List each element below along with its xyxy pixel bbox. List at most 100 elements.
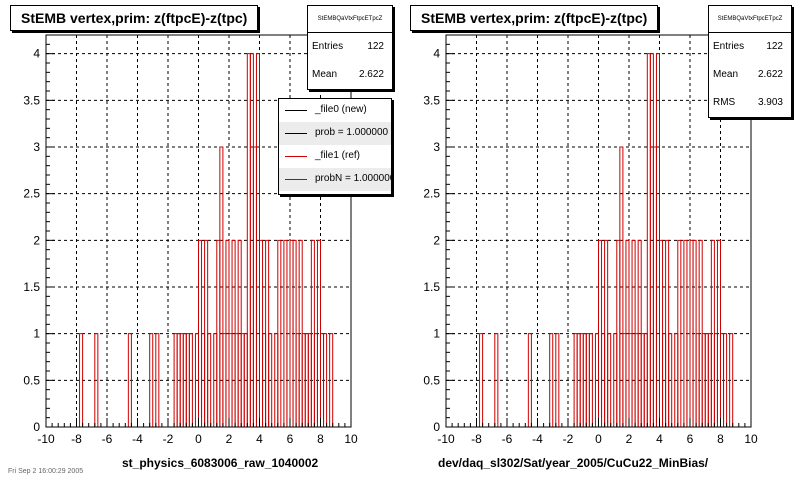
left-series0-bin-25 [219, 146, 224, 427]
legend-label-file1: _file1 (ref) [315, 150, 361, 161]
right-stats-mean-value: 2.622 [757, 69, 783, 80]
left-series0-bin-8 [155, 333, 160, 427]
left-x-tick-label-1: -8 [71, 432, 82, 446]
left-y-tick-label-0: 0 [33, 420, 40, 434]
left-x-tick-label-8: 6 [287, 432, 294, 446]
right-x-tick-label-5: 0 [595, 432, 602, 446]
footer-timestamp: Fri Sep 2 16:00:29 2005 [8, 468, 84, 475]
right-series0-bin-25 [619, 146, 624, 427]
left-x-tick-label-3: -4 [132, 432, 143, 446]
left-series0-bin-2 [94, 333, 99, 427]
right-histogram-plot: -10 -8 -6 -4 -2 0 2 4 6 8 10 0 0.5 1 1.5 2 2.5 3 3.5 4 [423, 34, 758, 446]
right-y-tick-label-3: 1.5 [423, 280, 440, 294]
right-stats-mean-row: Mean 2.622 [709, 61, 791, 89]
left-stats-box: StEMBQaVtxFtpcETpcZ Entries 122 Mean 2.6… [307, 5, 393, 90]
legend-label-prob: prob = 1.000000 [315, 127, 389, 138]
left-y-tick-label-3: 1.5 [23, 280, 40, 294]
right-y-tick-label-4: 2 [433, 233, 440, 247]
left-histogram-plot: -10 -8 -6 -4 -2 0 2 4 6 8 10 0 0.5 1 1.5 2 2.5 3 3.5 4 [23, 34, 358, 446]
left-y-tick-label-7: 3.5 [23, 93, 40, 107]
left-y-tick-label-2: 1 [33, 327, 40, 341]
left-stats-mean-row: Mean 2.622 [308, 61, 392, 89]
right-plot-title: StEMB vertex,prim: z(ftpcE)-z(tpc) [410, 5, 659, 31]
right-series0-bin-8 [555, 333, 560, 427]
right-series0-bin-41 [668, 333, 673, 427]
right-series0-bin-2 [494, 333, 499, 427]
right-x-tick-label-10: 10 [744, 432, 758, 446]
right-stats-rms-label: RMS [713, 97, 736, 108]
right-y-tick-label-7: 3.5 [423, 93, 440, 107]
legend-line-probn [285, 179, 307, 180]
left-x-axis-title: st_physics_6083006_raw_1040002 [122, 456, 319, 470]
right-x-tick-label-1: -8 [471, 432, 482, 446]
right-series0-bin-21 [607, 333, 612, 427]
right-y-tick-label-5: 2.5 [423, 187, 440, 201]
left-series0-bin-15 [188, 333, 193, 427]
legend-line-file0 [285, 110, 307, 111]
left-stats-entries-value: 122 [367, 41, 384, 52]
right-series0-bin-0 [479, 333, 484, 427]
left-series0-bin-21 [207, 333, 212, 427]
right-histogram-pad: -10 -8 -6 -4 -2 0 2 4 6 8 10 0 0.5 1 1.5 2 2.5 3 3.5 4 StEM… [400, 0, 800, 480]
left-series0-bin-4 [127, 333, 132, 427]
left-y-tick-label-1: 0.5 [23, 373, 40, 387]
left-series0-bin-59 [323, 333, 328, 427]
right-y-tick-label-2: 1 [433, 327, 440, 341]
right-stats-entries-row: Entries 122 [709, 33, 791, 61]
right-stats-name: StEMBQaVtxFtpcETpcZ [709, 6, 791, 33]
left-x-tick-label-6: 2 [226, 432, 233, 446]
legend-box: _file0 (new) prob = 1.000000 _file1 (ref… [278, 98, 392, 195]
left-series0-bin-6 [149, 333, 154, 427]
right-x-tick-label-6: 2 [626, 432, 633, 446]
right-series0-bin-44 [677, 239, 682, 427]
right-x-tick-label-8: 6 [687, 432, 694, 446]
right-stats-box: StEMBQaVtxFtpcETpcZ Entries 122 Mean 2.6… [708, 5, 792, 118]
right-x-tick-label-7: 4 [656, 432, 663, 446]
right-y-tick-label-0: 0 [433, 420, 440, 434]
right-x-tick-label-4: -2 [563, 432, 574, 446]
right-stats-entries-label: Entries [713, 41, 745, 52]
right-x-tick-label-9: 8 [717, 432, 724, 446]
right-series0-bin-59 [723, 333, 728, 427]
left-stats-mean-label: Mean [312, 69, 338, 80]
right-stats-mean-label: Mean [713, 69, 739, 80]
left-series0-bin-41 [268, 333, 273, 427]
right-series0-bin-4 [527, 333, 532, 427]
left-x-tick-label-4: -2 [163, 432, 174, 446]
right-x-axis-title: dev/daq_sl302/Sat/year_2005/CuCu22_MinBi… [438, 456, 709, 470]
right-x-tick-label-0: -10 [437, 432, 455, 446]
legend-entry-file1: _file1 (ref) [279, 145, 391, 168]
left-x-tick-label-7: 4 [256, 432, 263, 446]
left-stats-entries-row: Entries 122 [308, 33, 392, 61]
right-stats-entries-value: 122 [766, 41, 783, 52]
legend-line-file1 [285, 156, 307, 157]
right-x-tick-label-3: -4 [532, 432, 543, 446]
left-x-tick-label-5: 0 [195, 432, 202, 446]
left-x-tick-label-2: -6 [102, 432, 113, 446]
left-plot-title: StEMB vertex,prim: z(ftpcE)-z(tpc) [10, 5, 259, 31]
right-x-tick-label-2: -6 [502, 432, 513, 446]
left-stats-entries-label: Entries [312, 41, 344, 52]
left-y-tick-label-8: 4 [33, 47, 40, 61]
left-series0-bin-0 [79, 333, 84, 427]
left-y-tick-label-5: 2.5 [23, 187, 40, 201]
right-y-tick-label-8: 4 [433, 47, 440, 61]
right-series0-bin-15 [588, 333, 593, 427]
right-series0-bin-6 [549, 333, 554, 427]
legend-label-probn: probN = 1.000000 [315, 173, 392, 184]
left-y-tick-label-6: 3 [33, 140, 40, 154]
legend-entry-prob: prob = 1.000000 [279, 122, 391, 145]
left-stats-mean-value: 2.622 [358, 69, 384, 80]
legend-entry-probn: probN = 1.000000 [279, 168, 391, 191]
right-stats-rms-value: 3.903 [757, 97, 783, 108]
right-y-tick-label-1: 0.5 [423, 373, 440, 387]
right-y-tick-label-6: 3 [433, 140, 440, 154]
left-histogram-pad: -10 -8 -6 -4 -2 0 2 4 6 8 10 0 0.5 1 1.5 2 2.5 3 3.5 4 StEM… [8, 5, 393, 475]
left-x-tick-label-0: -10 [37, 432, 55, 446]
right-stats-rms-row: RMS 3.903 [709, 89, 791, 117]
left-series0-bin-44 [277, 239, 282, 427]
left-x-tick-label-10: 10 [344, 432, 358, 446]
left-stats-name: StEMBQaVtxFtpcETpcZ [308, 6, 392, 33]
right-series0-bin-61 [729, 333, 734, 427]
legend-entry-file0: _file0 (new) [279, 99, 391, 122]
